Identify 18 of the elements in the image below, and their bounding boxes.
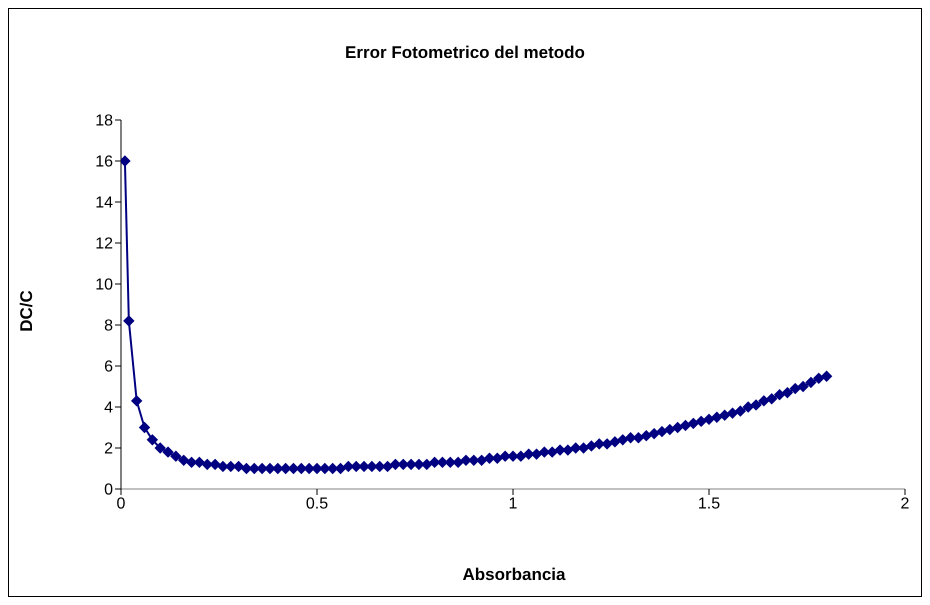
y-tick-label: 14: [95, 194, 114, 212]
y-tick-label: 6: [104, 358, 114, 376]
y-tick-label: 10: [95, 276, 114, 294]
chart-title: Error Fotometrico del metodo: [344, 43, 586, 63]
y-tick-label: 16: [95, 154, 114, 171]
x-axis-title: Absorbancia: [462, 565, 566, 585]
y-tick-label: 4: [104, 400, 114, 417]
x-tick-label: 0.5: [306, 495, 328, 512]
x-tick-label: 1: [508, 495, 518, 512]
y-axis-title: DC/C: [17, 290, 37, 332]
x-tick-label: 2: [900, 495, 910, 512]
y-tick-label: 2: [104, 440, 114, 458]
x-tick-label: 0: [116, 495, 126, 512]
y-tick-label: 18: [95, 112, 114, 130]
y-tick-label: 12: [95, 236, 114, 253]
x-tick-label: 1.5: [698, 495, 720, 512]
y-tick-label: 8: [104, 318, 114, 335]
y-tick-label: 0: [104, 482, 114, 499]
